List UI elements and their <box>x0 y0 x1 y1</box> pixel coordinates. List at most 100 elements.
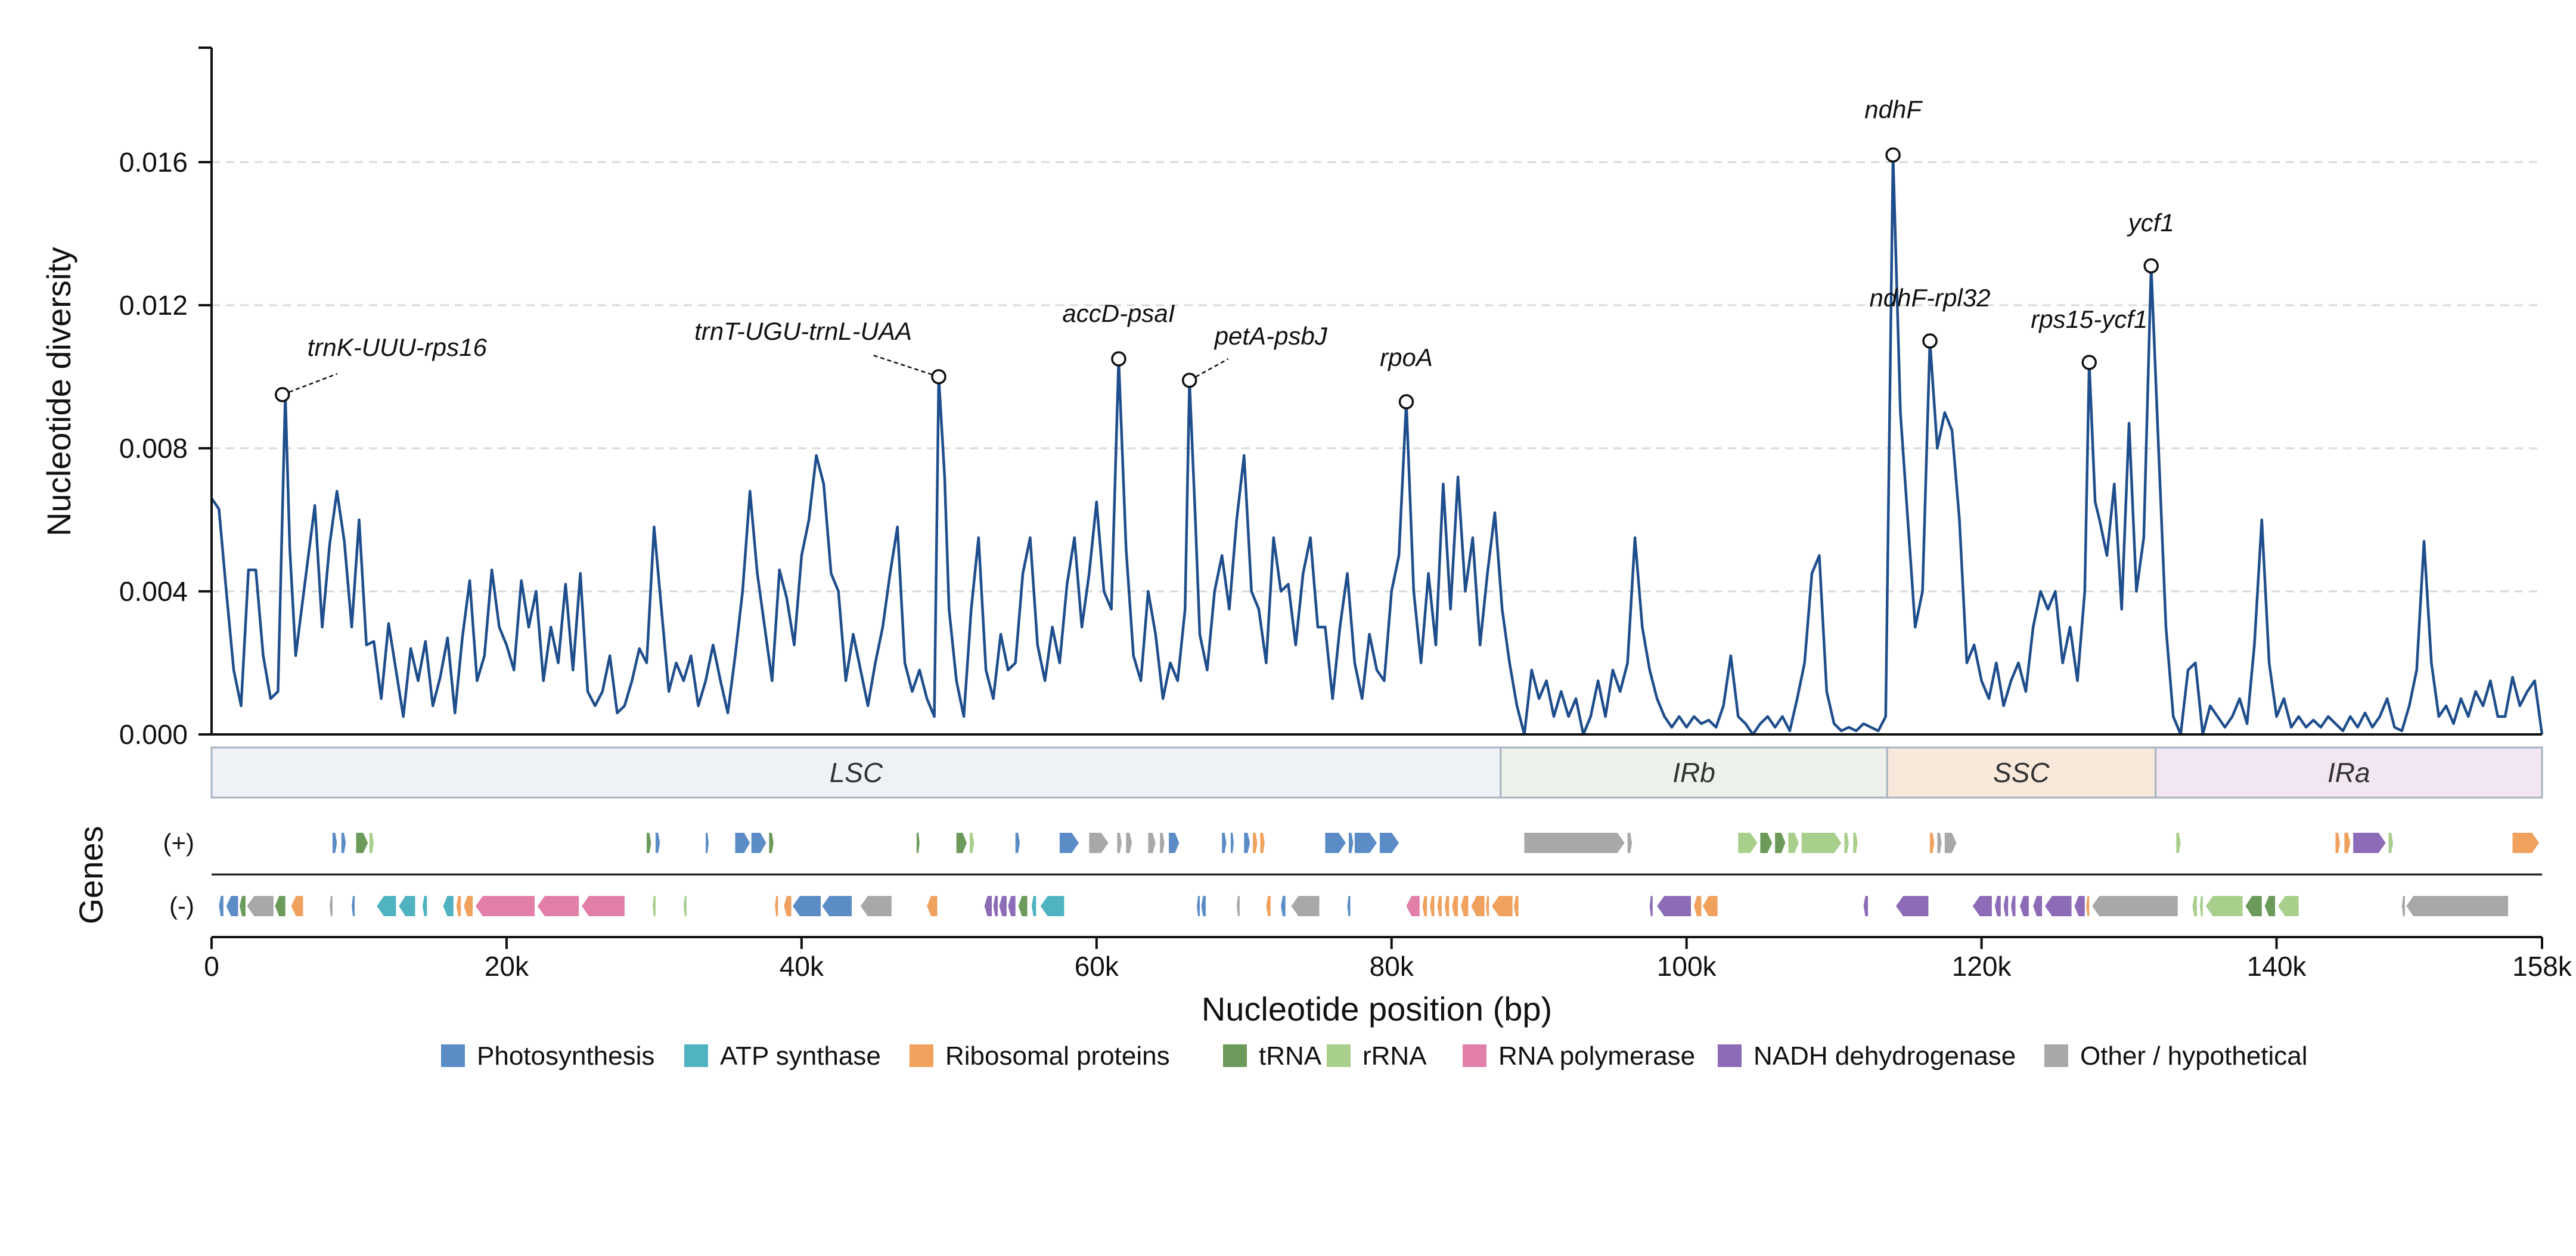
gene-minus <box>1972 896 1992 916</box>
peak-annotation-label: ndhF <box>1864 95 1923 123</box>
gene-plus <box>1738 833 1758 853</box>
genes-axis-title: Genes <box>72 826 110 925</box>
gene-minus <box>537 896 579 916</box>
gene-minus <box>443 896 454 916</box>
gene-minus <box>1236 896 1240 916</box>
gene-minus <box>993 896 998 916</box>
gene-minus <box>1514 896 1519 916</box>
gene-plus <box>341 833 346 853</box>
peak-annotation-label: trnT-UGU-trnL-UAA <box>694 317 912 345</box>
gene-minus <box>2278 896 2299 916</box>
strand-plus-label: (+) <box>163 829 195 857</box>
legend-swatch-rnapol <box>1463 1044 1486 1067</box>
legend-swatch-ndh <box>1718 1044 1742 1067</box>
line-layer <box>210 153 2544 736</box>
legend-label-rrna: rRNA <box>1363 1041 1427 1071</box>
gene-minus <box>1422 896 1427 916</box>
legend-label-atp: ATP synthase <box>720 1041 881 1071</box>
peak-annotation-label: trnK-UUU-rps16 <box>308 333 488 361</box>
gene-minus <box>2045 896 2072 916</box>
y-tick-label: 0.016 <box>119 147 188 178</box>
legend-swatch-photo <box>441 1044 465 1067</box>
gene-minus <box>1008 896 1016 916</box>
gene-plus <box>1222 833 1227 853</box>
peak-annotation-label: petA-psbJ <box>1213 322 1328 350</box>
gene-minus <box>275 896 285 916</box>
gene-plus <box>1944 833 1957 853</box>
peak-marker <box>1398 394 1414 410</box>
gene-plus <box>916 833 920 853</box>
diversity-line <box>210 153 2544 736</box>
gene-plus <box>1801 833 1842 853</box>
y-tick-label: 0.004 <box>119 576 188 607</box>
gene-plus <box>1775 833 1786 853</box>
gene-plus <box>1117 833 1122 853</box>
gene-plus <box>2388 833 2394 853</box>
gene-minus <box>822 896 852 916</box>
legend-label-other: Other / hypothetical <box>2080 1041 2308 1071</box>
gene-minus <box>652 896 656 916</box>
gene-plus <box>1148 833 1156 853</box>
x-tick-label: 20k <box>485 951 529 982</box>
gene-plus <box>751 833 766 853</box>
gene-minus <box>984 896 992 916</box>
gene-plus <box>655 833 660 853</box>
legend-layer: Photosynthesis ATP synthase Ribosomal prot… <box>441 1041 2308 1071</box>
gene-minus <box>291 896 303 916</box>
gene-plus <box>1325 833 1346 853</box>
peak-marker <box>1181 373 1197 388</box>
gene-plus <box>1937 833 1942 853</box>
gene-minus <box>219 896 224 916</box>
gene-minus <box>1018 896 1028 916</box>
y-tick-label: 0.012 <box>119 290 188 321</box>
gene-plus <box>1089 833 1109 853</box>
gene-plus <box>1015 833 1020 853</box>
gene-minus <box>2086 896 2090 916</box>
gene-minus <box>1452 896 1458 916</box>
gene-minus <box>1430 896 1435 916</box>
gene-plus <box>647 833 651 853</box>
region-block-ira <box>2155 746 2543 799</box>
peak-marker <box>931 369 946 384</box>
legend-swatch-rrna <box>1327 1044 1351 1067</box>
gene-minus <box>784 896 792 916</box>
x-tick-label: 158k <box>2512 951 2572 982</box>
region-label: IRb <box>1672 757 1715 788</box>
gene-plus <box>1349 833 1354 853</box>
gene-minus <box>860 896 892 916</box>
gene-plus <box>1244 833 1250 853</box>
legend-label-ndh: NADH dehydrogenase <box>1753 1041 2016 1071</box>
gene-plus <box>706 833 709 853</box>
gene-plus <box>1169 833 1180 853</box>
gene-plus <box>735 833 750 853</box>
gene-plus <box>1253 833 1258 853</box>
gene-minus <box>1040 896 1064 916</box>
gene-minus <box>2092 896 2178 916</box>
gene-minus <box>1486 896 1489 916</box>
peak-marker <box>2143 258 2159 274</box>
peak-marker <box>1111 351 1126 367</box>
gene-minus <box>1347 896 1351 916</box>
gene-plus <box>970 833 974 853</box>
gene-minus <box>2074 896 2085 916</box>
gene-minus <box>422 896 427 916</box>
legend-label-ribo: Ribosomal proteins <box>945 1041 1170 1071</box>
gene-plus <box>1853 833 1858 853</box>
gene-minus <box>456 896 461 916</box>
gene-minus <box>2003 896 2009 916</box>
legend-swatch-other <box>2044 1044 2068 1067</box>
legend-label-rnapol: RNA polymerase <box>1498 1041 1695 1071</box>
gene-minus <box>1406 896 1420 916</box>
gene-minus <box>1702 896 1718 916</box>
gene-minus <box>1291 896 1320 916</box>
gene-minus <box>683 896 687 916</box>
gene-minus <box>464 896 473 916</box>
gene-minus <box>793 896 821 916</box>
peak-annotation-label: rpoA <box>1380 343 1433 371</box>
gene-minus <box>1031 896 1036 916</box>
gene-plus <box>1524 833 1625 853</box>
gene-minus <box>1863 896 1869 916</box>
gene-plus <box>2353 833 2386 853</box>
